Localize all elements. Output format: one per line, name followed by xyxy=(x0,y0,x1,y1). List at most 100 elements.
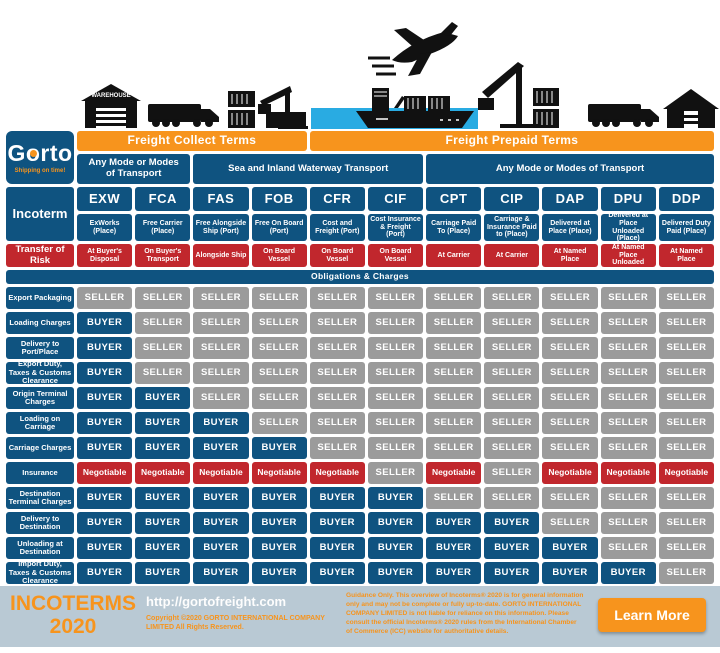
obligation-cell-cif: BUYER xyxy=(367,512,424,534)
footer-url-link[interactable]: http://gortofreight.com xyxy=(146,594,287,609)
obligation-cell-fas: Negotiable xyxy=(193,462,249,484)
incoterm-label: Incoterm xyxy=(6,187,74,241)
row-label: Delivery to Destination xyxy=(6,512,74,534)
incoterm-code-fas: FAS xyxy=(193,187,249,211)
obligation-cell-cfr: SELLER xyxy=(309,437,365,459)
obligation-cell-dpu: SELLER xyxy=(600,412,656,434)
obligation-cell-fob: BUYER xyxy=(251,512,307,534)
footer-copyright: Copyright ©2020 GORTO INTERNATIONAL COMP… xyxy=(146,615,325,632)
house-icon xyxy=(663,89,719,128)
obligation-cell-cif: SELLER xyxy=(367,412,424,434)
risk-cell-cpt: At Carrier xyxy=(426,244,482,267)
mode-group-any-1: Any Mode or Modes of Transport xyxy=(77,154,191,184)
obligation-cell-ddp: SELLER xyxy=(658,362,714,384)
freight-prepaid-header: Freight Prepaid Terms xyxy=(309,131,714,151)
incoterm-description-fas: Free Alongside Ship (Port) xyxy=(193,214,249,241)
obligation-cell-dap: BUYER xyxy=(542,562,598,584)
obligation-cell-cpt: BUYER xyxy=(426,562,482,584)
obligation-cell-dpu: SELLER xyxy=(600,312,656,334)
risk-cell-fob: On Board Vessel xyxy=(251,244,307,267)
obligation-cell-fas: BUYER xyxy=(193,562,249,584)
obligation-cell-cfr: SELLER xyxy=(309,387,365,409)
incoterm-code-cfr: CFR xyxy=(309,187,365,211)
obligation-cell-fca: BUYER xyxy=(135,537,191,559)
obligation-cell-cpt: SELLER xyxy=(426,287,482,309)
obligation-cell-exw: BUYER xyxy=(77,362,133,384)
row-label: Export Packaging xyxy=(6,287,74,309)
obligation-cell-fob: BUYER xyxy=(251,437,307,459)
incoterm-description-dap: Delivered at Place (Place) xyxy=(542,214,598,241)
obligation-cell-dap: SELLER xyxy=(542,487,598,509)
incoterm-code-exw: EXW xyxy=(77,187,133,211)
obligation-cell-fca: SELLER xyxy=(135,362,191,384)
incoterm-description-exw: ExWorks (Place) xyxy=(77,214,133,241)
obligation-cell-cpt: SELLER xyxy=(426,337,482,359)
obligation-cell-cif: SELLER xyxy=(367,287,424,309)
row-label: Unloading at Destination xyxy=(6,537,74,559)
obligation-cell-cip: SELLER xyxy=(484,412,540,434)
obligation-cell-dpu: SELLER xyxy=(600,437,656,459)
obligation-cell-dpu: Negotiable xyxy=(600,462,656,484)
obligation-cell-cif: SELLER xyxy=(367,362,424,384)
obligation-cell-ddp: SELLER xyxy=(658,312,714,334)
incoterm-code-ddp: DDP xyxy=(658,187,714,211)
obligation-cell-fca: BUYER xyxy=(135,512,191,534)
obligation-cell-cif: BUYER xyxy=(367,562,424,584)
obligation-cell-ddp: SELLER xyxy=(658,487,714,509)
row-label: Origin Terminal Charges xyxy=(6,387,74,409)
truck-icon xyxy=(588,104,659,127)
obligation-cell-cpt: SELLER xyxy=(426,487,482,509)
obligation-cell-cfr: BUYER xyxy=(309,487,365,509)
obligation-cell-ddp: SELLER xyxy=(658,387,714,409)
obligation-cell-exw: SELLER xyxy=(77,287,133,309)
transfer-of-risk-label: Transfer of Risk xyxy=(6,244,74,267)
incoterm-description-cif: Cost Insurance & Freight (Port) xyxy=(367,214,424,241)
footer-disclaimer: Guidance Only. This overview of Incoterm… xyxy=(346,592,584,635)
obligation-cell-dpu: SELLER xyxy=(600,487,656,509)
obligation-cell-fob: SELLER xyxy=(251,312,307,334)
obligation-cell-ddp: SELLER xyxy=(658,337,714,359)
obligation-cell-fob: SELLER xyxy=(251,387,307,409)
obligation-cell-ddp: SELLER xyxy=(658,562,714,584)
row-label: Loading Charges xyxy=(6,312,74,334)
obligation-cell-exw: BUYER xyxy=(77,487,133,509)
obligation-cell-fca: SELLER xyxy=(135,312,191,334)
obligation-cell-dpu: SELLER xyxy=(600,512,656,534)
footer-title-top: INCOTERMS xyxy=(10,592,136,615)
obligation-cell-dap: SELLER xyxy=(542,512,598,534)
obligation-cell-fob: BUYER xyxy=(251,562,307,584)
obligation-cell-dap: SELLER xyxy=(542,337,598,359)
obligation-cell-cfr: SELLER xyxy=(309,337,365,359)
obligation-cell-fca: BUYER xyxy=(135,562,191,584)
obligation-cell-cpt: SELLER xyxy=(426,412,482,434)
obligation-cell-dap: SELLER xyxy=(542,412,598,434)
obligation-cell-fob: BUYER xyxy=(251,537,307,559)
obligation-cell-cip: SELLER xyxy=(484,287,540,309)
footer: INCOTERMS 2020 http://gortofreight.com C… xyxy=(0,586,720,647)
incoterm-description-cpt: Carriage Paid To (Place) xyxy=(426,214,482,241)
obligation-cell-fas: SELLER xyxy=(193,387,249,409)
incoterm-code-cpt: CPT xyxy=(426,187,482,211)
obligation-cell-fas: BUYER xyxy=(193,437,249,459)
risk-cell-cfr: On Board Vessel xyxy=(309,244,365,267)
footer-title-bottom: 2020 xyxy=(49,615,97,639)
risk-cell-dap: At Named Place xyxy=(542,244,598,267)
row-label: Insurance xyxy=(6,462,74,484)
incoterms-table: Gorto Shipping on time! Freight Collect … xyxy=(6,131,714,584)
obligation-cell-exw: BUYER xyxy=(77,387,133,409)
obligation-cell-cip: SELLER xyxy=(484,337,540,359)
obligation-cell-fas: SELLER xyxy=(193,287,249,309)
learn-more-button[interactable]: Learn More xyxy=(598,598,706,632)
obligation-cell-cip: SELLER xyxy=(484,462,540,484)
risk-cell-ddp: At Named Place xyxy=(658,244,714,267)
obligation-cell-dpu: BUYER xyxy=(600,562,656,584)
obligation-cell-cif: SELLER xyxy=(367,312,424,334)
obligation-cell-cif: SELLER xyxy=(367,437,424,459)
risk-cell-exw: At Buyer's Disposal xyxy=(77,244,133,267)
obligation-cell-dpu: SELLER xyxy=(600,287,656,309)
obligation-cell-cip: SELLER xyxy=(484,487,540,509)
obligation-cell-ddp: SELLER xyxy=(658,412,714,434)
incoterm-code-fca: FCA xyxy=(135,187,191,211)
incoterm-description-ddp: Delivered Duty Paid (Place) xyxy=(658,214,714,241)
incoterm-description-fob: Free On Board (Port) xyxy=(251,214,307,241)
